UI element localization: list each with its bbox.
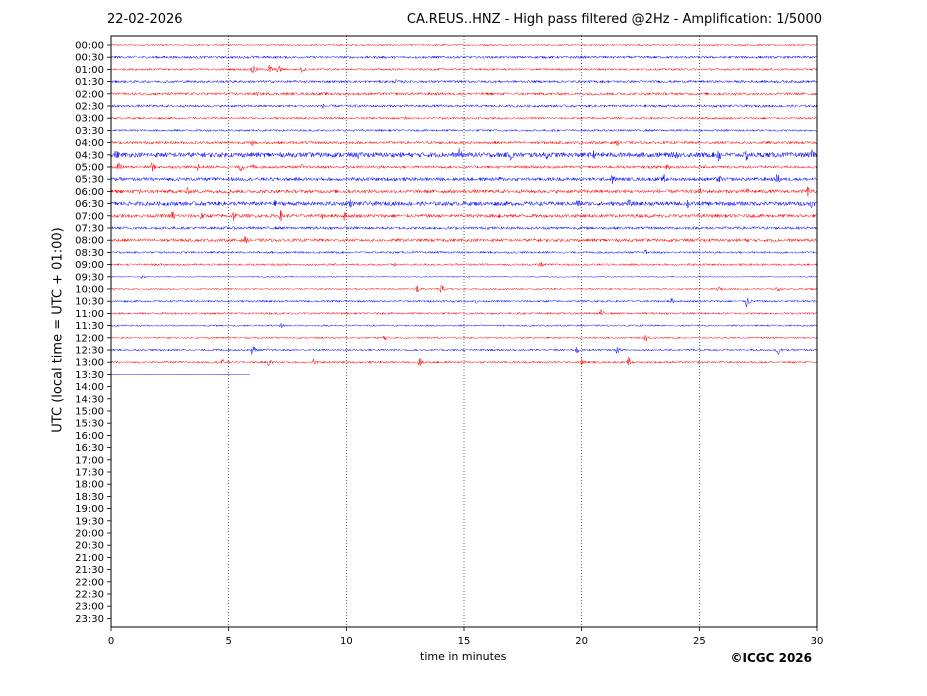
y-tick-label: 02:30 (75, 102, 104, 113)
y-tick-label: 07:30 (75, 224, 104, 235)
y-tick-label: 20:00 (75, 529, 104, 540)
y-tick-label: 23:30 (75, 614, 104, 625)
seismic-trace (110, 284, 818, 293)
seismic-trace (110, 236, 818, 244)
y-tick-label: 21:00 (75, 553, 104, 564)
x-tick-label: 25 (693, 636, 706, 647)
seismic-trace (110, 356, 818, 367)
y-tick-label: 12:30 (75, 346, 104, 357)
x-tick-label: 5 (225, 636, 231, 647)
seismic-trace (110, 139, 818, 147)
y-tick-label: 09:30 (75, 272, 104, 283)
seismic-trace (110, 78, 818, 84)
y-tick-label: 10:00 (75, 285, 104, 296)
seismic-trace (110, 334, 818, 342)
x-tick-label: 20 (575, 636, 588, 647)
seismic-trace (110, 54, 818, 60)
seismic-trace (110, 91, 818, 97)
y-tick-label: 13:30 (75, 370, 104, 381)
y-tick-label: 18:00 (75, 480, 104, 491)
y-tick-label: 14:30 (75, 394, 104, 405)
seismic-trace (110, 64, 818, 74)
seismic-trace (110, 199, 818, 209)
y-tick-label: 03:00 (75, 114, 104, 125)
chart-title: CA.REUS..HNZ - High pass filtered @2Hz -… (406, 12, 822, 27)
seismic-trace (110, 103, 818, 109)
y-tick-label: 16:30 (75, 443, 104, 454)
y-tick-label: 08:00 (75, 236, 104, 247)
seismic-trace (110, 346, 818, 356)
seismic-trace (110, 225, 818, 231)
y-tick-label: 01:00 (75, 65, 104, 76)
x-tick-label: 15 (458, 636, 471, 647)
seismic-traces (110, 43, 818, 375)
y-tick-label: 15:30 (75, 419, 104, 430)
seismic-trace (110, 174, 818, 184)
y-tick-label: 05:00 (75, 163, 104, 174)
seismic-trace (110, 186, 818, 197)
seismic-trace (110, 116, 818, 121)
date-label: 22-02-2026 (107, 12, 183, 27)
y-tick-label: 18:30 (75, 492, 104, 503)
seismic-trace (110, 148, 818, 162)
y-tick-label: 17:30 (75, 468, 104, 479)
seismic-trace (110, 43, 818, 47)
x-tick-labels: 0 5 10 15 20 25 30 (108, 627, 824, 647)
y-tick-label: 10:30 (75, 297, 104, 308)
y-tick-label: 20:30 (75, 541, 104, 552)
y-tick-label: 21:30 (75, 565, 104, 576)
y-tick-label: 11:00 (75, 309, 104, 320)
y-tick-label: 12:00 (75, 333, 104, 344)
seismic-trace (110, 249, 818, 255)
y-tick-label: 23:00 (75, 602, 104, 613)
seismic-trace (110, 262, 818, 268)
y-tick-label: 03:30 (75, 126, 104, 137)
y-tick-label: 07:00 (75, 211, 104, 222)
y-axis-label: UTC (local time = UTC + 01:00) (50, 227, 66, 433)
y-tick-label: 19:00 (75, 504, 104, 515)
x-axis-label: time in minutes (420, 650, 507, 663)
seismic-trace (110, 297, 818, 308)
y-tick-label: 01:30 (75, 77, 104, 88)
y-tick-label: 02:00 (75, 89, 104, 100)
y-tick-label: 09:00 (75, 260, 104, 271)
y-tick-label: 22:00 (75, 577, 104, 588)
grid-lines (228, 36, 700, 627)
plot-frame (110, 35, 818, 628)
y-tick-label: 13:00 (75, 358, 104, 369)
copyright-label: ©ICGC 2026 (730, 651, 812, 665)
y-tick-label: 00:00 (75, 41, 104, 52)
y-tick-label: 17:00 (75, 455, 104, 466)
x-tick-label: 10 (340, 636, 353, 647)
seismic-trace (110, 161, 818, 172)
y-tick-label: 19:30 (75, 516, 104, 527)
y-tick-label: 04:00 (75, 138, 104, 149)
y-tick-label: 08:30 (75, 248, 104, 259)
y-tick-label: 11:30 (75, 321, 104, 332)
seismic-trace (110, 210, 818, 222)
y-tick-label: 22:30 (75, 590, 104, 601)
y-tick-label: 04:30 (75, 150, 104, 161)
y-tick-label: 06:00 (75, 187, 104, 198)
x-tick-label: 0 (108, 636, 114, 647)
x-tick-label: 30 (811, 636, 824, 647)
y-tick-label: 16:00 (75, 431, 104, 442)
y-tick-label: 15:00 (75, 407, 104, 418)
seismic-trace (110, 128, 818, 133)
y-tick-label: 05:30 (75, 175, 104, 186)
seismic-trace (110, 274, 818, 280)
y-tick-label: 14:00 (75, 382, 104, 393)
seismic-trace (110, 309, 818, 316)
y-tick-label: 06:30 (75, 199, 104, 210)
y-tick-label: 00:30 (75, 53, 104, 64)
seismic-trace (110, 323, 818, 329)
